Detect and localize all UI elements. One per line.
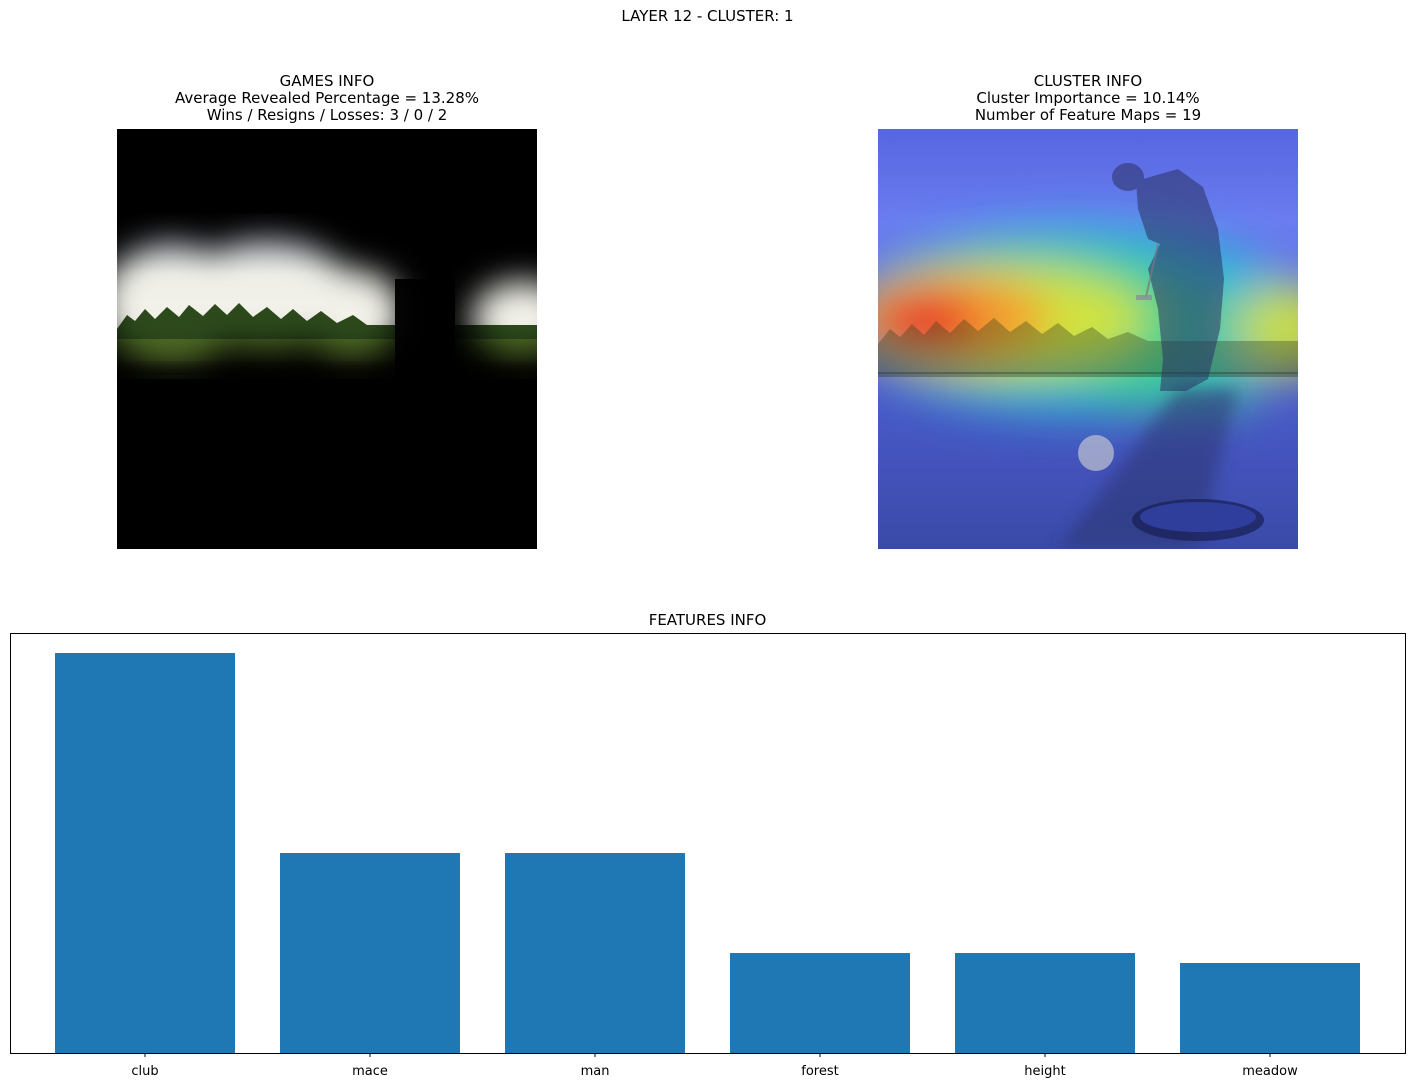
cluster-heatmap-drawing: [878, 129, 1298, 549]
cluster-heatmap-image: [878, 129, 1298, 549]
bar-man: [505, 853, 685, 1053]
cluster-info-title-block: CLUSTER INFO Cluster Importance = 10.14%…: [828, 73, 1348, 124]
average-revealed-percentage: Average Revealed Percentage = 13.28%: [174, 89, 479, 107]
chart-title: FEATURES INFO: [648, 611, 767, 629]
figure-suptitle: LAYER 12 - CLUSTER: 1: [621, 7, 794, 25]
bar-mace: [280, 853, 460, 1053]
masked-image-drawing: [117, 129, 537, 549]
x-tick-label-mace: mace: [352, 1064, 388, 1079]
x-tick-label-club: club: [131, 1064, 158, 1079]
x-tick-label-forest: forest: [801, 1064, 838, 1079]
x-tick-label-man: man: [581, 1064, 610, 1079]
number-of-feature-maps: Number of Feature Maps = 19: [974, 106, 1202, 124]
bar-forest: [730, 953, 910, 1053]
bar-club: [55, 653, 235, 1053]
cluster-info-title: CLUSTER INFO: [1033, 72, 1143, 90]
axes-frame: [10, 633, 1406, 1054]
wins-resigns-losses: Wins / Resigns / Losses: 3 / 0 / 2: [206, 106, 448, 124]
ticks-layer: club mace man forest height meadow: [131, 1053, 1298, 1079]
x-tick-label-height: height: [1024, 1064, 1065, 1079]
bar-height: [955, 953, 1135, 1053]
bar-meadow: [1180, 963, 1360, 1053]
games-info-title: GAMES INFO: [279, 72, 375, 90]
cluster-importance: Cluster Importance = 10.14%: [976, 89, 1200, 107]
games-info-title-block: GAMES INFO Average Revealed Percentage =…: [67, 73, 587, 124]
bars-layer: [55, 653, 1360, 1053]
x-tick-label-meadow: meadow: [1242, 1064, 1298, 1079]
masked-image: [117, 129, 537, 549]
